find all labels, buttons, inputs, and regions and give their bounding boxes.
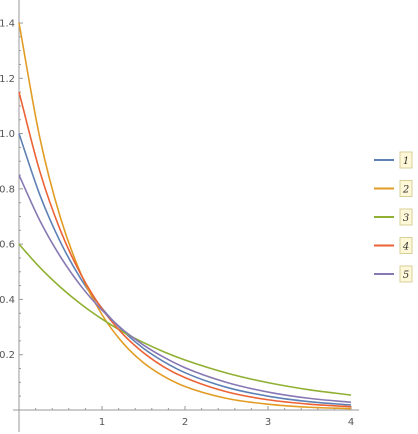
legend-label-box [399,151,413,169]
y-tick-label: 0.4 [0,295,15,306]
y-tick-label: 1.2 [0,74,15,85]
legend-label-box [399,208,413,226]
legend: 1 2 3 4 5 [374,151,413,283]
legend-label-1: 1 [403,156,409,167]
x-tick-label: 1 [99,417,105,428]
y-tick-label: 0.2 [0,350,15,361]
series-line-2 [18,22,352,410]
series-line-5 [18,174,352,404]
y-tick-label: 0.8 [0,184,15,195]
x-tick-label: 4 [348,417,354,428]
series-line-1 [18,133,352,406]
axes: 1 2 3 4 0.2 0.4 0.6 0.8 1.0 1.2 1.4 [0,0,359,432]
legend-label-box [399,180,413,197]
series-lines [18,22,352,410]
y-tick-label: 1.4 [0,19,15,30]
series-line-4 [18,91,352,408]
y-tick-label: 0.6 [0,240,15,251]
legend-label-5: 5 [403,270,409,281]
legend-label-3: 3 [403,213,409,224]
y-tick-label: 1.0 [0,129,15,140]
y-ticks: 0.2 0.4 0.6 0.8 1.0 1.2 1.4 [0,19,23,397]
series-line-3 [18,243,352,396]
x-tick-label: 2 [182,417,188,428]
legend-label-box [399,265,413,283]
legend-label-2: 2 [402,185,409,196]
x-tick-label: 3 [265,417,271,428]
legend-label-4: 4 [402,242,409,253]
x-ticks: 1 2 3 4 [35,406,354,428]
legend-label-box [399,237,413,254]
